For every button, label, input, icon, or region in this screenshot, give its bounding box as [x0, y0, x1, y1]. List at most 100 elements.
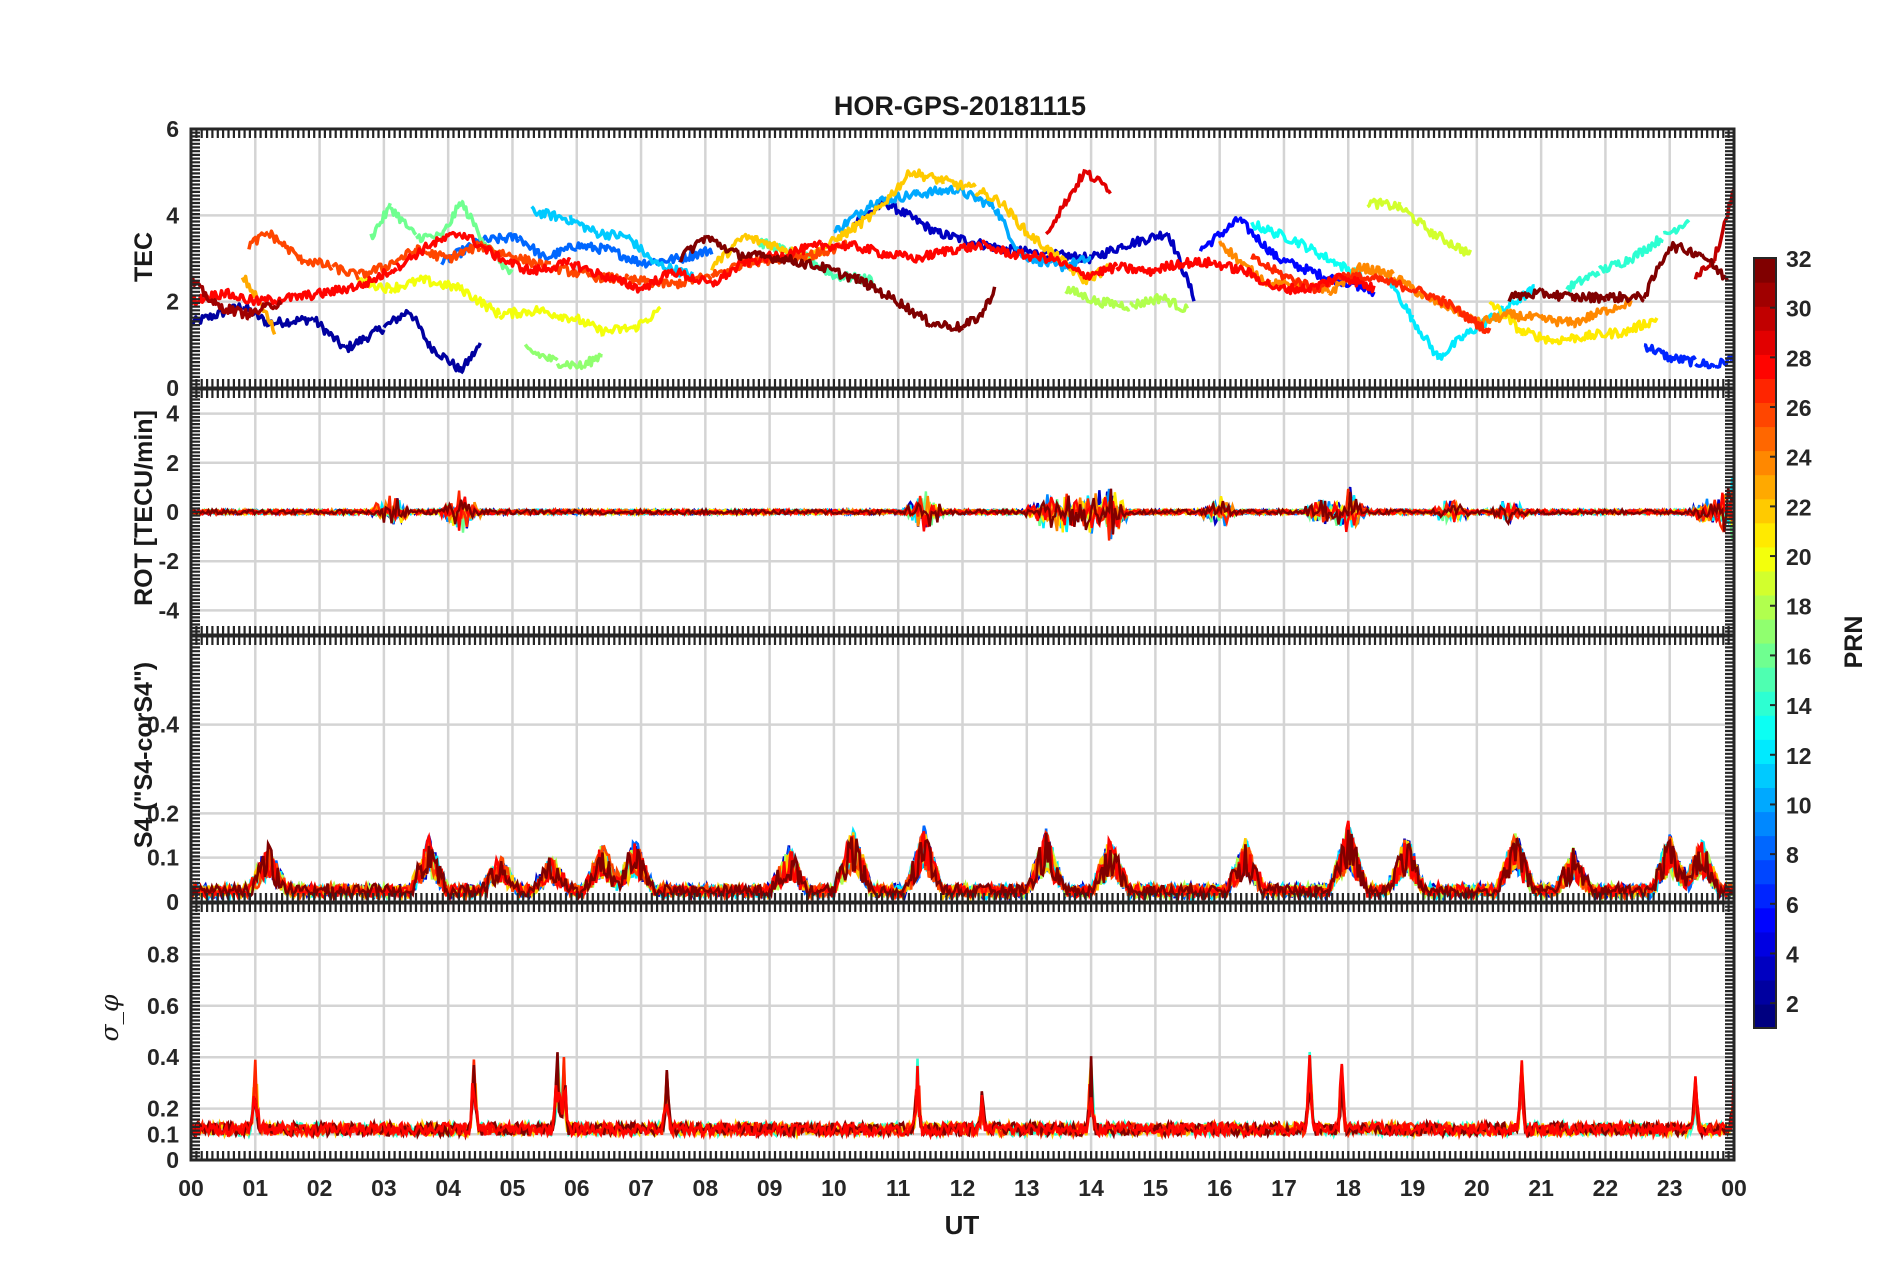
y-tick-label: 0.2: [147, 1096, 179, 1122]
colorbar-segment: [1754, 739, 1776, 764]
s4-ylabel: S4 ("S4-corS4"): [130, 662, 158, 848]
y-tick-label: 0.6: [147, 993, 179, 1019]
colorbar-segment: [1754, 306, 1776, 331]
tec-panel: 0 2 4 6: [166, 116, 1736, 401]
x-tick-label: 11: [886, 1175, 911, 1201]
colorbar-segment: [1754, 691, 1776, 716]
x-tick-label: 04: [435, 1175, 461, 1201]
colorbar-segment: [1754, 282, 1776, 307]
x-tick-label: 14: [1078, 1175, 1104, 1201]
colorbar-segment: [1754, 955, 1776, 981]
colorbar-segment: [1754, 426, 1776, 452]
x-tick-label: 05: [500, 1175, 526, 1201]
x-tick-label: 21: [1528, 1175, 1554, 1201]
colorbar-segment: [1754, 883, 1776, 909]
colorbar-segment: [1754, 859, 1776, 885]
y-tick-label: 6: [166, 116, 179, 142]
y-tick-label: 0: [166, 1147, 179, 1173]
colorbar-tick-label: 20: [1786, 544, 1812, 570]
y-tick-label: 0: [166, 499, 179, 525]
colorbar-tick-label: 26: [1786, 395, 1812, 421]
colorbar-segment: [1754, 330, 1776, 355]
s4-panel: 0 0.1 0.2 0.4: [147, 634, 1736, 915]
colorbar-segment: [1754, 811, 1776, 837]
sigma-panel: 00.10.2 0.4 0.6 0.8: [147, 901, 1736, 1173]
colorbar-segment: [1754, 402, 1776, 428]
y-tick-label: -4: [159, 597, 180, 623]
y-tick-label: 0.4: [147, 1044, 179, 1070]
colorbar-segment: [1754, 667, 1776, 692]
colorbar-tick-label: 16: [1786, 643, 1812, 669]
colorbar-segment: [1754, 258, 1776, 283]
colorbar-segment: [1754, 979, 1776, 1005]
tec-series-prn-10: [833, 184, 1092, 273]
colorbar-segment: [1754, 907, 1776, 933]
colorbar-segment: [1754, 594, 1776, 620]
tec-series-prn-32: [678, 234, 1730, 333]
rot-series-prn-32: [191, 487, 1734, 534]
x-tick-label: 02: [307, 1175, 333, 1201]
colorbar-tick-label: 14: [1786, 693, 1812, 719]
x-tick-label: 17: [1271, 1175, 1297, 1201]
y-tick-label: 2: [166, 289, 179, 315]
x-tick-label: 23: [1657, 1175, 1683, 1201]
colorbar-segment: [1754, 378, 1776, 403]
tec-series-prn-11: [530, 205, 695, 281]
x-tick-label: 03: [371, 1175, 397, 1201]
colorbar-segment: [1754, 474, 1776, 500]
colorbar-tick-label: 8: [1786, 842, 1799, 868]
colorbar-segment: [1754, 570, 1776, 596]
rot-ylabel: ROT [TECU/min]: [130, 410, 158, 606]
y-tick-label: 0: [166, 889, 179, 915]
x-tick-label: 00: [1721, 1175, 1747, 1201]
x-tick-label: 10: [821, 1175, 847, 1201]
tec-series-prn-29: [1044, 168, 1112, 236]
tec-series-prn-14: [1565, 219, 1691, 293]
tec-series-prn-6: [1643, 343, 1734, 370]
minor-ticks: [189, 901, 1736, 1162]
data-layer: [191, 477, 1734, 541]
x-tick-label: 01: [242, 1175, 268, 1201]
y-tick-label: 2: [166, 450, 179, 476]
colorbar-segment: [1754, 618, 1776, 644]
tec-series-prn-5: [1198, 216, 1376, 298]
colorbar-segment: [1754, 546, 1776, 572]
x-tick-label: 18: [1335, 1175, 1361, 1201]
data-layer: [191, 1051, 1734, 1141]
colorbar-tick-label: 32: [1786, 246, 1812, 272]
colorbar-segment: [1754, 643, 1776, 668]
x-tick-label: 13: [1014, 1175, 1040, 1201]
colorbar-segment: [1754, 522, 1776, 548]
tec-series-prn-8: [440, 232, 714, 269]
tec-series-prn-17: [523, 343, 603, 371]
tec-series-prn-18: [1064, 285, 1190, 314]
colorbar-tick-label: 10: [1786, 792, 1812, 818]
minor-ticks: [189, 387, 1736, 637]
x-tick-label: 19: [1400, 1175, 1426, 1201]
tec-ylabel: TEC: [130, 232, 158, 282]
x-tick-label: 09: [757, 1175, 783, 1201]
x-tick-labels: 00 01 02 03 04 05 06 07 08 09 10 11 12 13 14 15 16 17 18 19…: [178, 1175, 1747, 1201]
colorbar-segment: [1754, 835, 1776, 861]
x-tick-label: 08: [693, 1175, 719, 1201]
x-tick-label: 16: [1207, 1175, 1233, 1201]
data-layer: [191, 168, 1734, 375]
x-tick-label: 07: [628, 1175, 654, 1201]
y-tick-label: 0.2: [147, 800, 179, 826]
colorbar-segment: [1754, 787, 1776, 813]
x-tick-label: 15: [1143, 1175, 1169, 1201]
colorbar-tick-label: 24: [1786, 445, 1812, 471]
x-tick-label: 20: [1464, 1175, 1490, 1201]
x-tick-label: 12: [950, 1175, 976, 1201]
y-tick-label: 4: [166, 202, 179, 228]
x-tick-label: 00: [178, 1175, 204, 1201]
y-tick-label: -2: [159, 548, 179, 574]
colorbar-segment: [1754, 1003, 1776, 1029]
y-tick-label: 0.4: [147, 712, 179, 738]
colorbar-segment: [1754, 763, 1776, 788]
colorbar-tick-label: 18: [1786, 594, 1812, 620]
colorbar-tick-label: 4: [1786, 941, 1799, 967]
tec-series-prn-20: [356, 274, 662, 337]
rot-panel: -4 -2 0 2 4: [159, 387, 1736, 637]
